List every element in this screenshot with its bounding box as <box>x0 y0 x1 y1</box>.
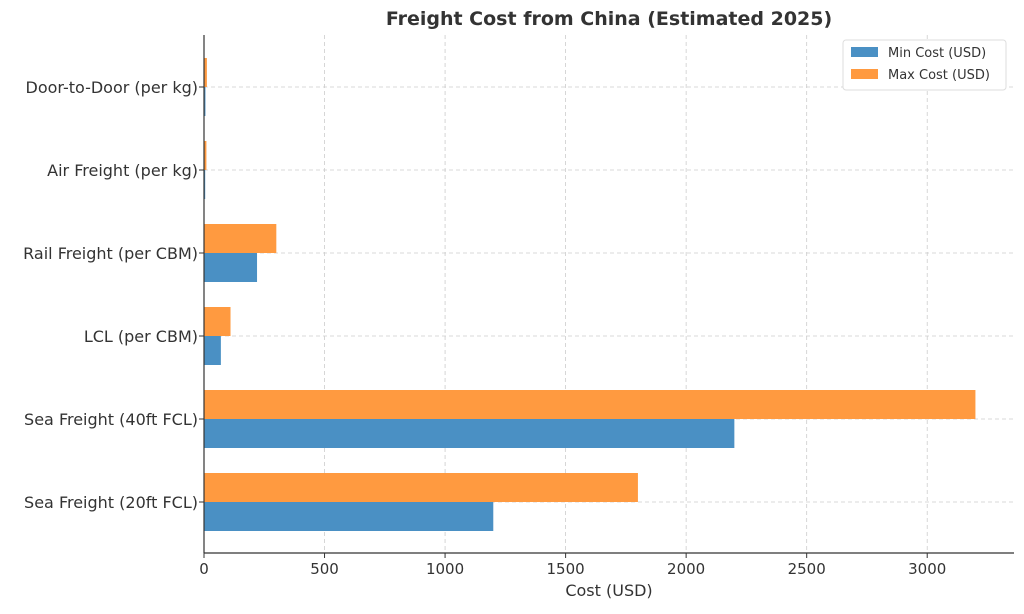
bar-max <box>204 141 207 170</box>
y-tick-label: Air Freight (per kg) <box>47 161 198 180</box>
bars <box>204 58 976 531</box>
chart-title: Freight Cost from China (Estimated 2025) <box>386 8 832 30</box>
bar-min <box>204 87 206 116</box>
legend-label: Min Cost (USD) <box>888 46 986 61</box>
bar-max <box>204 473 638 502</box>
bar-min <box>204 419 735 448</box>
y-tick-label: LCL (per CBM) <box>84 327 198 346</box>
axes: 0 500 1000 1500 2000 2500 3000 Sea Freight (20f… <box>23 35 1014 578</box>
x-tick-label: 2500 <box>788 560 826 578</box>
bar-min <box>204 170 206 199</box>
y-tick-label: Rail Freight (per CBM) <box>23 244 198 263</box>
x-tick-label: 3000 <box>908 560 946 578</box>
x-tick-label: 1500 <box>547 560 585 578</box>
legend-label: Max Cost (USD) <box>888 68 990 83</box>
bar-min <box>204 502 494 531</box>
bar-min <box>204 253 258 282</box>
x-tick-label: 0 <box>199 560 209 578</box>
x-tick-label: 2000 <box>667 560 705 578</box>
legend-swatch <box>851 69 878 79</box>
bar-max <box>204 224 277 253</box>
y-tick-label: Door-to-Door (per kg) <box>26 78 199 97</box>
bar-min <box>204 336 221 365</box>
bar-max <box>204 307 231 336</box>
x-tick-label: 1000 <box>426 560 464 578</box>
bar-max <box>204 58 207 87</box>
y-tick-label: Sea Freight (40ft FCL) <box>24 410 198 429</box>
legend: Min Cost (USD) Max Cost (USD) <box>842 39 1007 91</box>
x-tick-label: 500 <box>310 560 339 578</box>
legend-box <box>842 39 1007 91</box>
y-tick-label: Sea Freight (20ft FCL) <box>24 493 198 512</box>
bar-max <box>204 390 976 419</box>
x-axis-label: Cost (USD) <box>565 581 652 600</box>
legend-swatch <box>851 47 878 57</box>
